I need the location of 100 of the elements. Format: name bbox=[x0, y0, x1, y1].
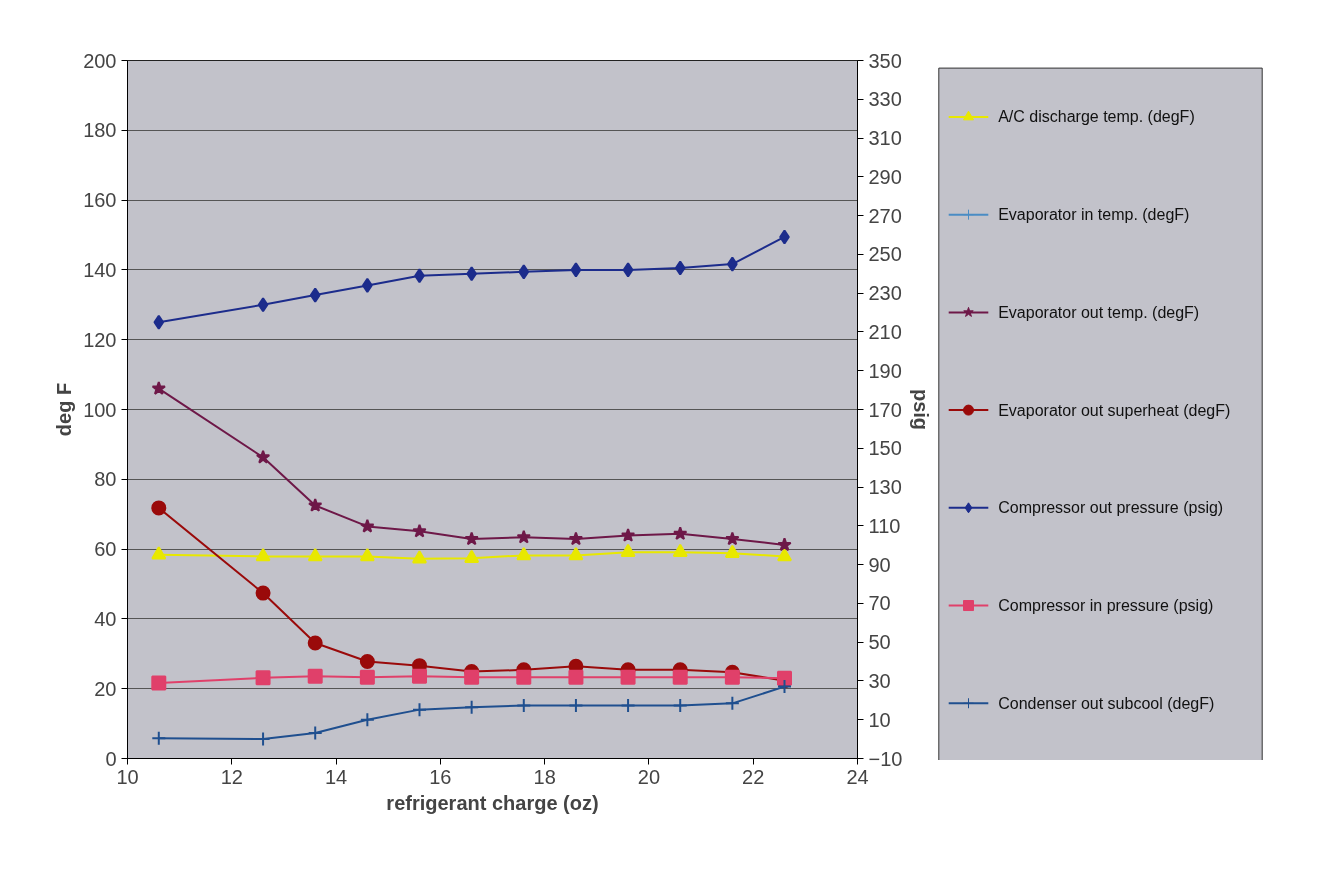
point bbox=[359, 653, 375, 669]
point bbox=[464, 549, 480, 563]
point bbox=[151, 675, 167, 691]
point bbox=[672, 669, 688, 685]
point bbox=[412, 550, 427, 564]
y2-tick-label: 210 bbox=[868, 320, 902, 343]
point bbox=[464, 531, 479, 546]
legend-label: Condenser out subcool (degF) bbox=[998, 694, 1215, 712]
point bbox=[412, 523, 427, 538]
y-tick-label: 140 bbox=[83, 258, 117, 281]
point bbox=[516, 529, 531, 544]
point bbox=[518, 264, 530, 280]
x-tick-label: 20 bbox=[637, 765, 661, 788]
point bbox=[412, 702, 427, 718]
point bbox=[307, 725, 323, 741]
x-tick-label: 18 bbox=[533, 765, 556, 788]
y-tick-label: 0 bbox=[105, 747, 117, 770]
point bbox=[307, 635, 323, 651]
point bbox=[359, 712, 375, 728]
y-axis-title: deg F bbox=[53, 382, 76, 437]
y2-tick-label: 310 bbox=[868, 127, 902, 150]
point bbox=[620, 697, 636, 713]
point bbox=[307, 547, 323, 562]
point bbox=[359, 669, 375, 685]
point bbox=[464, 699, 480, 715]
point bbox=[724, 544, 740, 559]
y2-tick-label: −10 bbox=[868, 747, 903, 770]
point bbox=[674, 260, 686, 276]
y2-tick-label: 10 bbox=[868, 708, 891, 731]
y-tick-label: 100 bbox=[83, 398, 117, 421]
y2-tick-label: 90 bbox=[868, 553, 891, 576]
point bbox=[151, 381, 166, 395]
point bbox=[359, 547, 375, 562]
x-tick-label: 10 bbox=[116, 765, 139, 788]
y2-tick-label: 50 bbox=[868, 631, 891, 654]
point bbox=[568, 531, 584, 546]
point bbox=[724, 669, 740, 685]
point bbox=[464, 669, 480, 685]
point bbox=[255, 585, 271, 601]
y-tick-label: 20 bbox=[94, 677, 117, 700]
legend-label: Compressor in pressure (psig) bbox=[998, 597, 1214, 615]
y2-tick-label: 290 bbox=[868, 165, 902, 188]
point bbox=[777, 679, 792, 695]
y-tick-label: 80 bbox=[94, 468, 117, 491]
y-tick-label: 160 bbox=[83, 189, 117, 212]
y2-tick-label: 270 bbox=[868, 204, 902, 227]
x-tick-label: 16 bbox=[429, 765, 452, 788]
x-tick-label: 24 bbox=[846, 765, 869, 788]
point bbox=[307, 668, 323, 684]
y-tick-label: 200 bbox=[83, 49, 117, 72]
y2-tick-label: 250 bbox=[868, 243, 902, 266]
point bbox=[570, 262, 582, 278]
legend-label: Evaporator out temp. (degF) bbox=[998, 303, 1200, 321]
y2-tick-label: 70 bbox=[868, 592, 891, 615]
x-tick-label: 12 bbox=[220, 765, 243, 788]
point bbox=[725, 531, 740, 546]
point bbox=[516, 669, 532, 685]
y2-tick-label: 30 bbox=[868, 669, 891, 692]
point bbox=[673, 526, 688, 540]
x-axis-title: refrigerant charge (oz) bbox=[386, 791, 599, 814]
y2-tick-label: 150 bbox=[868, 437, 902, 460]
legend-label: Compressor out pressure (psig) bbox=[998, 499, 1224, 517]
y2-tick-label: 230 bbox=[868, 282, 902, 305]
point bbox=[309, 287, 321, 303]
point bbox=[308, 497, 323, 512]
point bbox=[255, 670, 271, 686]
legend-label: A/C discharge temp. (degF) bbox=[998, 108, 1195, 126]
y-tick-label: 180 bbox=[83, 119, 117, 142]
y2-tick-label: 110 bbox=[868, 514, 901, 537]
point bbox=[568, 669, 584, 685]
point bbox=[724, 695, 740, 711]
point bbox=[257, 297, 269, 313]
point bbox=[151, 730, 167, 746]
y2-tick-label: 330 bbox=[868, 88, 902, 111]
y2-tick-label: 170 bbox=[868, 398, 902, 421]
y-tick-label: 120 bbox=[83, 328, 117, 351]
point bbox=[151, 546, 167, 560]
point bbox=[255, 449, 271, 464]
y2-tick-label: 350 bbox=[868, 49, 902, 72]
point bbox=[516, 546, 532, 561]
x-tick-label: 14 bbox=[324, 765, 348, 788]
y2-axis-title: psig bbox=[910, 388, 933, 431]
point bbox=[568, 546, 584, 561]
point bbox=[568, 697, 584, 713]
y-tick-label: 60 bbox=[94, 538, 117, 561]
point bbox=[672, 697, 688, 713]
legend-label: Evaporator out superheat (degF) bbox=[998, 401, 1231, 419]
y-tick-label: 40 bbox=[94, 607, 117, 630]
point bbox=[412, 668, 427, 684]
point bbox=[777, 537, 792, 552]
point bbox=[360, 518, 375, 533]
point bbox=[672, 543, 688, 557]
y2-tick-label: 130 bbox=[868, 476, 902, 499]
x-tick-label: 22 bbox=[742, 765, 765, 788]
point bbox=[255, 547, 271, 562]
legend-label: Evaporator in temp. (degF) bbox=[998, 206, 1190, 224]
y2-tick-label: 190 bbox=[868, 359, 902, 382]
point bbox=[777, 547, 792, 562]
point bbox=[516, 697, 532, 713]
point bbox=[620, 527, 636, 542]
